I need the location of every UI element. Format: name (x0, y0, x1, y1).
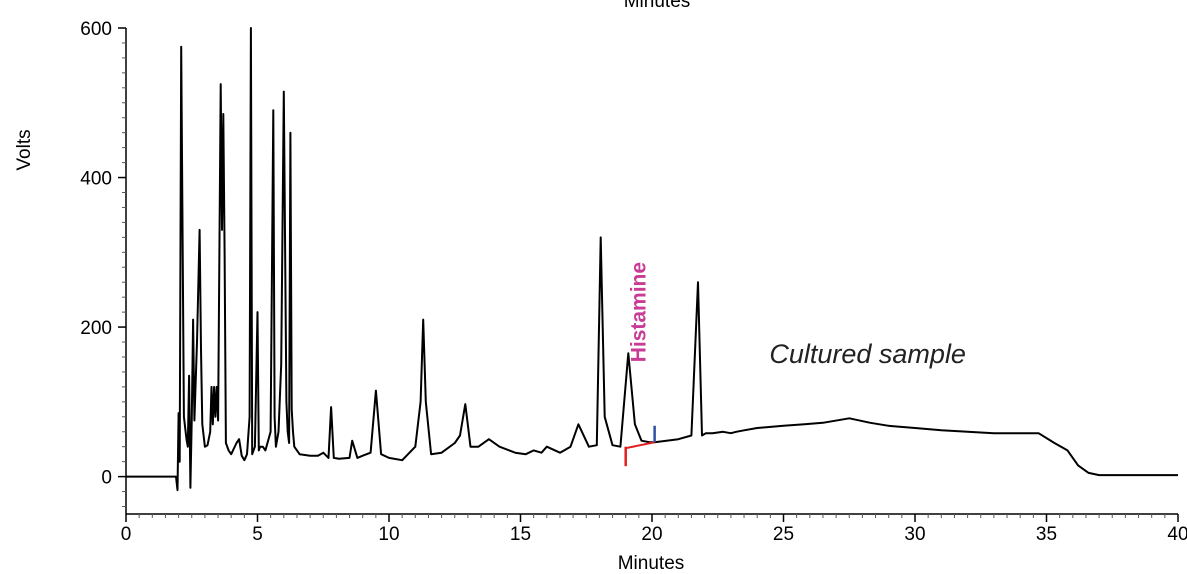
x-tick-label: 15 (510, 524, 531, 545)
x-tick-label: 20 (641, 524, 662, 545)
x-tick-label: 40 (1167, 524, 1187, 545)
top-axis-title: Minutes (624, 0, 691, 12)
y-tick-label: 600 (80, 19, 112, 40)
integration-baseline (626, 442, 655, 448)
chromatogram-trace (126, 28, 1178, 490)
y-tick-label: 0 (101, 468, 112, 489)
labels-layer: Minutes Minutes Volts Histamine Cultured… (14, 0, 966, 574)
x-tick-label: 35 (1036, 524, 1057, 545)
x-tick-label: 0 (121, 524, 132, 545)
x-tick-label: 5 (252, 524, 263, 545)
y-tick-label: 200 (80, 318, 112, 339)
x-tick-label: 10 (378, 524, 399, 545)
x-axis-title: Minutes (618, 553, 685, 574)
x-tick-label: 30 (904, 524, 925, 545)
series-layer (126, 28, 1178, 490)
y-tick-label: 400 (80, 169, 112, 190)
histamine-annotation: Histamine (628, 262, 651, 362)
y-axis-title: Volts (14, 129, 35, 170)
integration-marks (626, 426, 655, 466)
cultured-sample-annotation: Cultured sample (769, 339, 966, 369)
x-tick-label: 25 (773, 524, 794, 545)
